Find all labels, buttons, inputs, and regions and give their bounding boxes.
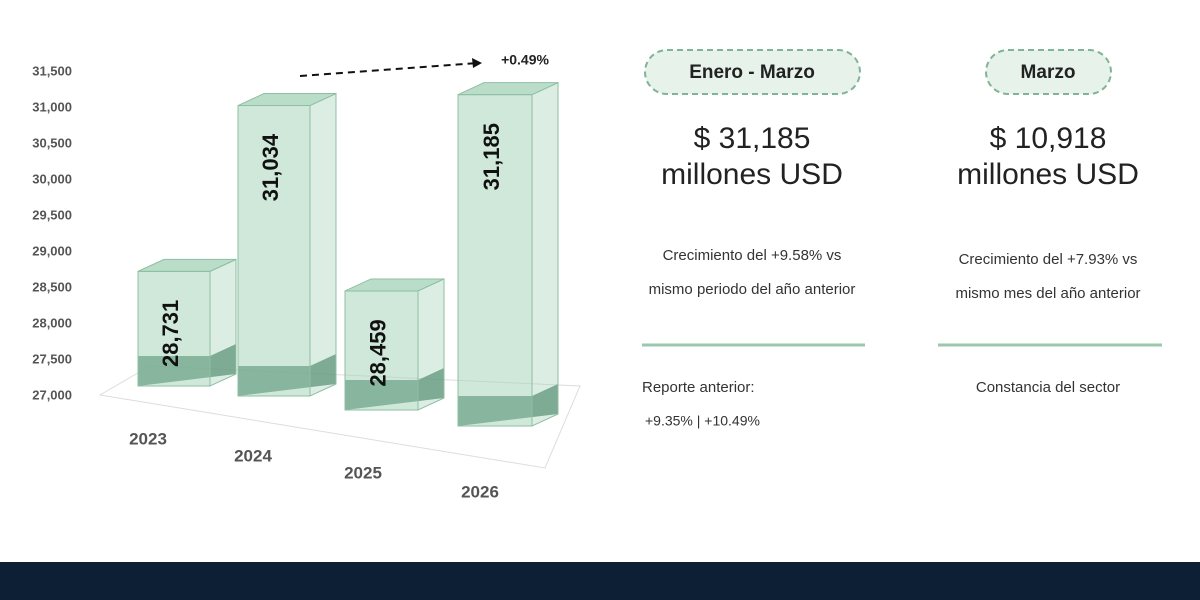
y-tick-label: 29,000: [32, 243, 72, 258]
y-tick-label: 28,500: [32, 279, 72, 294]
pill: [985, 49, 1112, 95]
footer-band: [0, 562, 1200, 600]
y-tick-label: 29,500: [32, 207, 72, 222]
bar-top: [344, 278, 445, 292]
y-tick-label: 30,000: [32, 171, 72, 186]
growth: mismo mes del año anterior: [955, 285, 1140, 302]
bar: [137, 258, 237, 387]
panel-title: Enero - Marzo: [689, 62, 815, 83]
growth: Crecimiento del +7.93% vs: [959, 251, 1138, 268]
bar-side: [417, 278, 445, 411]
unit: millones USD: [957, 158, 1139, 191]
y-tick-label: 31,000: [32, 99, 72, 114]
value-label: 31,185: [479, 123, 504, 190]
value-label: 31,034: [258, 133, 283, 201]
x-tick-label: 2023: [129, 429, 167, 448]
pill: [644, 49, 861, 95]
note: Constancia del sector: [976, 379, 1120, 396]
unit: millones USD: [661, 158, 843, 191]
panel-title: Marzo: [1021, 62, 1076, 83]
growth: mismo periodo del año anterior: [649, 281, 856, 298]
note: +9.35% | +10.49%: [645, 413, 760, 429]
value-label: 28,459: [365, 319, 390, 386]
y-tick-label: 27,500: [32, 351, 72, 366]
bar-side: [531, 81, 559, 427]
floor: [98, 365, 581, 469]
annotation: +0.49%: [501, 52, 549, 68]
growth: Crecimiento del +9.58% vs: [663, 247, 842, 264]
note: Reporte anterior:: [642, 379, 755, 396]
bar-side: [209, 258, 237, 387]
x-tick-label: 2024: [234, 446, 272, 465]
arrow-head: [472, 58, 482, 68]
bar: [344, 278, 445, 411]
bar: [237, 92, 337, 397]
y-tick-label: 27,000: [32, 387, 72, 402]
amount: $ 10,918: [990, 122, 1107, 155]
x-tick-label: 2025: [344, 463, 382, 482]
bar-top: [137, 258, 237, 272]
x-tick-label: 2026: [461, 482, 499, 501]
bar-side: [309, 92, 337, 397]
bar-top: [457, 82, 559, 96]
trend-arrow: [299, 62, 479, 77]
bar: [457, 81, 559, 427]
y-tick-label: 30,500: [32, 135, 72, 150]
bar-top: [237, 93, 337, 107]
y-tick-label: 31,500: [32, 63, 72, 78]
bar-front: [344, 290, 419, 411]
value-label: 28,731: [158, 300, 183, 367]
amount: $ 31,185: [694, 122, 811, 155]
y-tick-label: 28,000: [32, 315, 72, 330]
